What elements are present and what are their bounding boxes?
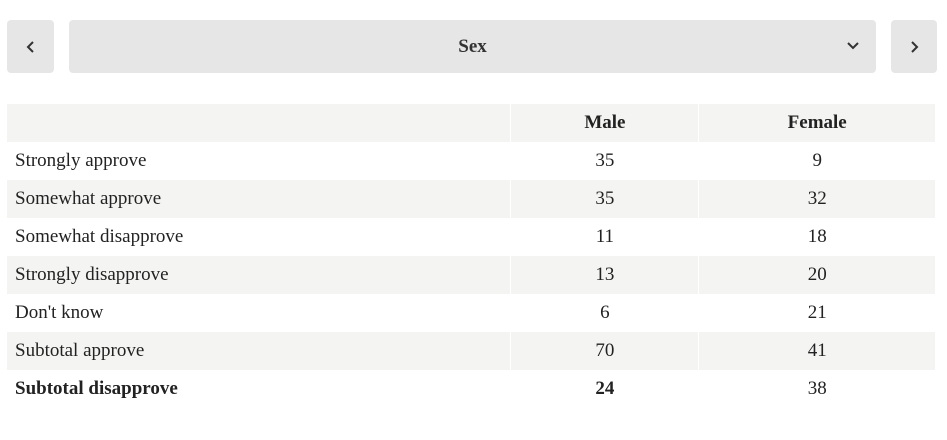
chevron-left-icon [26,40,34,53]
cell-value: 20 [698,256,935,294]
cell-value: 13 [510,256,699,294]
table-row: Don't know 6 21 [7,294,935,332]
column-header: Female [698,104,935,142]
chevron-down-icon [847,42,859,50]
cell-value: 6 [510,294,699,332]
data-table: Male Female Strongly approve 35 9 Somewhat a… [7,104,935,408]
table-row: Somewhat disapprove 11 18 [7,218,935,256]
cell-value: 24 [510,370,699,408]
table-body: Strongly approve 35 9 Somewhat approve 35 32 S… [7,142,935,408]
cell-value: 32 [698,180,935,218]
row-label: Don't know [15,302,104,323]
table-row: Subtotal approve 70 41 [7,332,935,370]
header-row: Male Female [7,104,935,142]
row-label: Subtotal disapprove [15,378,178,399]
column-header: Male [510,104,699,142]
dropdown-select[interactable]: Sex [69,20,876,73]
row-label: Somewhat disapprove [15,226,184,247]
row-label: Somewhat approve [7,180,511,218]
row-label: Strongly disapprove [7,256,511,294]
cell-value: 35 [510,180,699,218]
previous-button[interactable] [7,20,54,73]
column-header [7,104,511,142]
cell-value: 41 [698,332,935,370]
cell-value: 9 [698,142,935,180]
row-label: Subtotal approve [7,332,511,370]
row-label: Strongly approve [15,150,147,171]
next-button[interactable] [891,20,937,73]
table-row: Strongly disapprove 13 20 [7,256,935,294]
table-row: Somewhat approve 35 32 [7,180,935,218]
cell-value: 38 [698,370,935,408]
cell-value: 18 [698,218,935,256]
chevron-right-icon [911,40,919,53]
select-label: Sex [458,35,487,57]
cell-value: 70 [510,332,699,370]
table-row: Subtotal disapprove 24 38 [7,370,935,408]
cell-value: 35 [510,142,699,180]
table-head: Male Female [7,104,935,142]
table-row: Strongly approve 35 9 [7,142,935,180]
cell-value: 21 [698,294,935,332]
cell-value: 11 [510,218,699,256]
